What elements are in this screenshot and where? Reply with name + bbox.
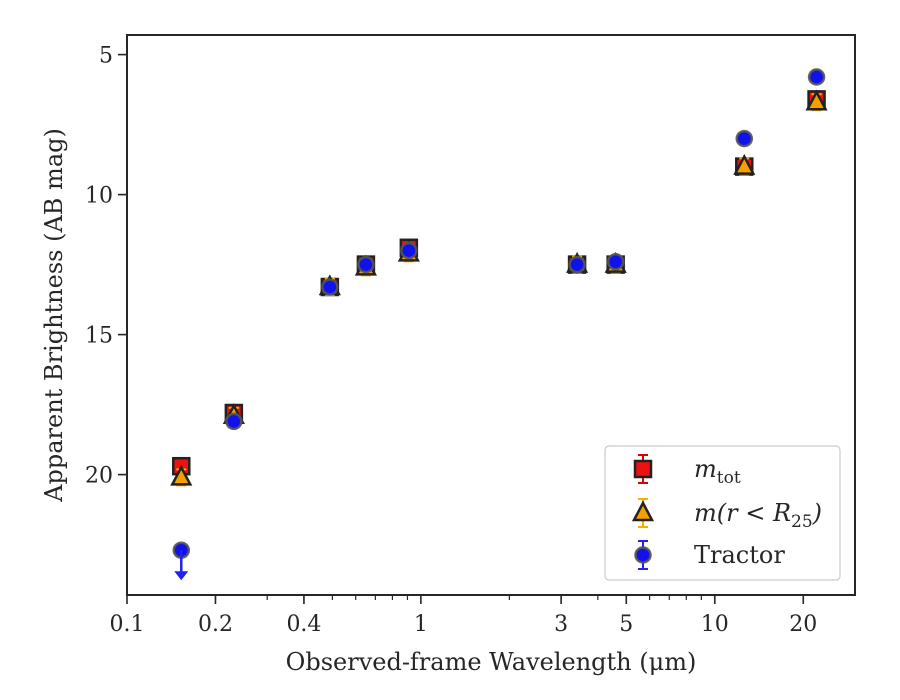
circle-marker-shape: [807, 68, 826, 86]
data-marks: [170, 68, 828, 581]
circle-marker-shape: [225, 412, 243, 431]
x-tick-label: 0.1: [110, 612, 145, 637]
circle-marker-shape: [357, 255, 375, 274]
x-tick-label: 0.4: [286, 612, 321, 637]
triangle-marker: [733, 153, 756, 175]
circle-marker: [735, 129, 754, 148]
legend-entry: Tractor: [634, 540, 785, 570]
circle-marker-shape: [400, 241, 418, 260]
y-tick-label: 10: [85, 184, 113, 209]
y-tick-label: 15: [85, 324, 113, 349]
legend-entry: m(r < R25): [631, 498, 822, 532]
circle-marker: [357, 255, 375, 274]
upper-limit-arrow: [174, 550, 189, 581]
major-ticks: [118, 53, 805, 604]
triangle-marker: [170, 464, 193, 486]
circle-marker: [225, 412, 243, 431]
triangle-marker-shape: [805, 89, 828, 111]
x-tick-label: 1: [414, 612, 428, 637]
legend-box: [604, 445, 841, 581]
y-tick-labels: 5 10 15 20: [85, 44, 113, 489]
x-tick-label: 3: [554, 612, 568, 637]
triangle-marker-shape: [631, 500, 655, 522]
x-axis-label: Observed-frame Wavelength (μm): [286, 648, 697, 676]
circle-marker-shape: [568, 255, 586, 274]
circle-marker: [400, 241, 418, 260]
circle-marker: [568, 255, 586, 274]
plot-frame: [126, 34, 856, 596]
circle-marker-shape: [321, 278, 339, 296]
y-tick-label: 5: [99, 44, 113, 69]
circle-marker-shape: [634, 546, 652, 564]
x-tick-labels: 0.1 0.2 0.4 1 3 5 10 20: [110, 612, 818, 637]
triangle-marker-shape: [170, 464, 193, 486]
circle-marker-shape: [606, 253, 625, 271]
triangle-marker-legend: [631, 500, 655, 522]
x-tick-label: 20: [789, 612, 817, 637]
triangle-marker-shape: [733, 153, 756, 175]
y-tick-label: 20: [85, 464, 113, 489]
circle-marker: [321, 278, 339, 296]
triangle-marker: [805, 89, 828, 111]
legend-label: Tractor: [694, 541, 785, 569]
square-marker-shape: [633, 459, 653, 479]
legend-label: m(r < R25): [694, 499, 822, 532]
x-tick-label: 5: [619, 612, 633, 637]
series-3: [172, 68, 826, 581]
x-tick-label: 0.2: [198, 612, 233, 637]
x-tick-label: 10: [701, 612, 729, 637]
circle-marker-legend: [634, 546, 652, 564]
y-axis-label: Apparent Brightness (AB mag): [40, 128, 68, 503]
circle-marker: [807, 68, 826, 86]
upper-limit-arrow-head: [174, 571, 189, 581]
circle-marker-shape: [735, 129, 754, 148]
square-marker-legend: [633, 459, 653, 479]
circle-marker: [606, 253, 625, 271]
